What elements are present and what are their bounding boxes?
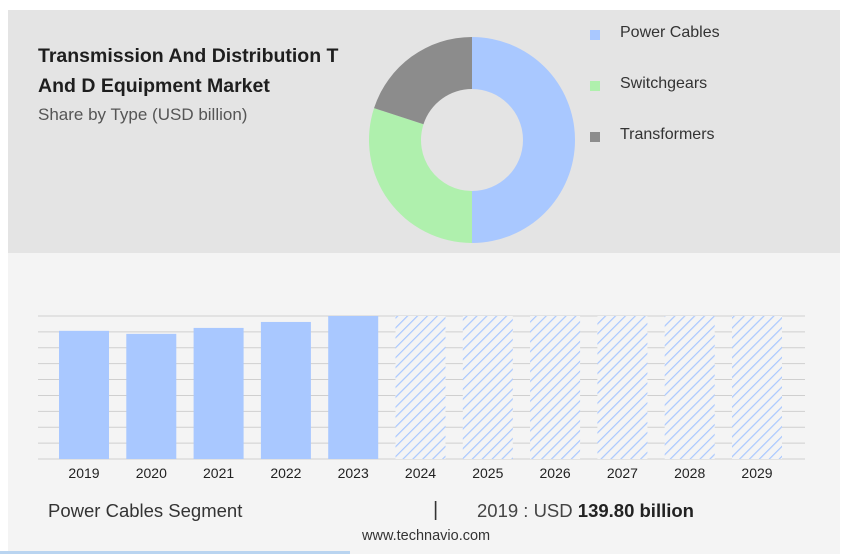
x-tick-label-2028: 2028 xyxy=(674,465,705,481)
donut-slice-switchgears xyxy=(369,108,472,243)
donut-slice-power-cables xyxy=(472,37,575,243)
footer-value-amount: 139.80 billion xyxy=(577,500,694,521)
bar-2022 xyxy=(260,321,311,459)
x-tick-label-2021: 2021 xyxy=(203,465,234,481)
legend-label-power-cables: Power Cables xyxy=(620,24,720,41)
donut-chart xyxy=(369,37,575,243)
bar-2020 xyxy=(126,333,177,459)
forecast-bar-2026 xyxy=(530,316,581,459)
footer-value: 2019 : USD 139.80 billion xyxy=(477,500,694,522)
forecast-bar-2028 xyxy=(664,316,715,459)
x-tick-label-2026: 2026 xyxy=(540,465,571,481)
forecast-bar-2024 xyxy=(395,316,446,459)
donut-slice-transformers xyxy=(374,37,472,125)
legend-swatch-transformers xyxy=(590,132,600,142)
forecast-bar-2025 xyxy=(462,316,513,459)
chart-subtitle: Share by Type (USD billion) xyxy=(38,105,248,124)
bar-2021 xyxy=(193,327,244,459)
x-tick-label-2025: 2025 xyxy=(472,465,503,481)
x-tick-label-2022: 2022 xyxy=(270,465,301,481)
legend-label-switchgears: Switchgears xyxy=(620,75,708,92)
bottom-strip xyxy=(0,551,350,554)
legend-swatch-power-cables xyxy=(590,30,600,40)
legend-label-transformers: Transformers xyxy=(620,126,715,143)
bar-2023 xyxy=(328,316,379,459)
x-tick-label-2020: 2020 xyxy=(136,465,167,481)
x-tick-label-2024: 2024 xyxy=(405,465,436,481)
x-tick-label-2029: 2029 xyxy=(741,465,772,481)
x-tick-label-2023: 2023 xyxy=(338,465,369,481)
x-tick-label-2027: 2027 xyxy=(607,465,638,481)
forecast-bar-2029 xyxy=(732,316,782,459)
chart-title: Transmission And Distribution T And D Eq… xyxy=(38,45,339,97)
forecast-bar-2027 xyxy=(597,316,648,459)
footer-source-link[interactable]: www.technavio.com xyxy=(362,528,491,544)
x-tick-label-2019: 2019 xyxy=(68,465,99,481)
footer-separator: | xyxy=(433,499,439,521)
footer-segment-label: Power Cables Segment xyxy=(48,500,243,521)
bar-2019 xyxy=(59,330,109,459)
footer-value-prefix: 2019 : USD xyxy=(477,500,573,521)
legend-swatch-switchgears xyxy=(590,81,600,91)
